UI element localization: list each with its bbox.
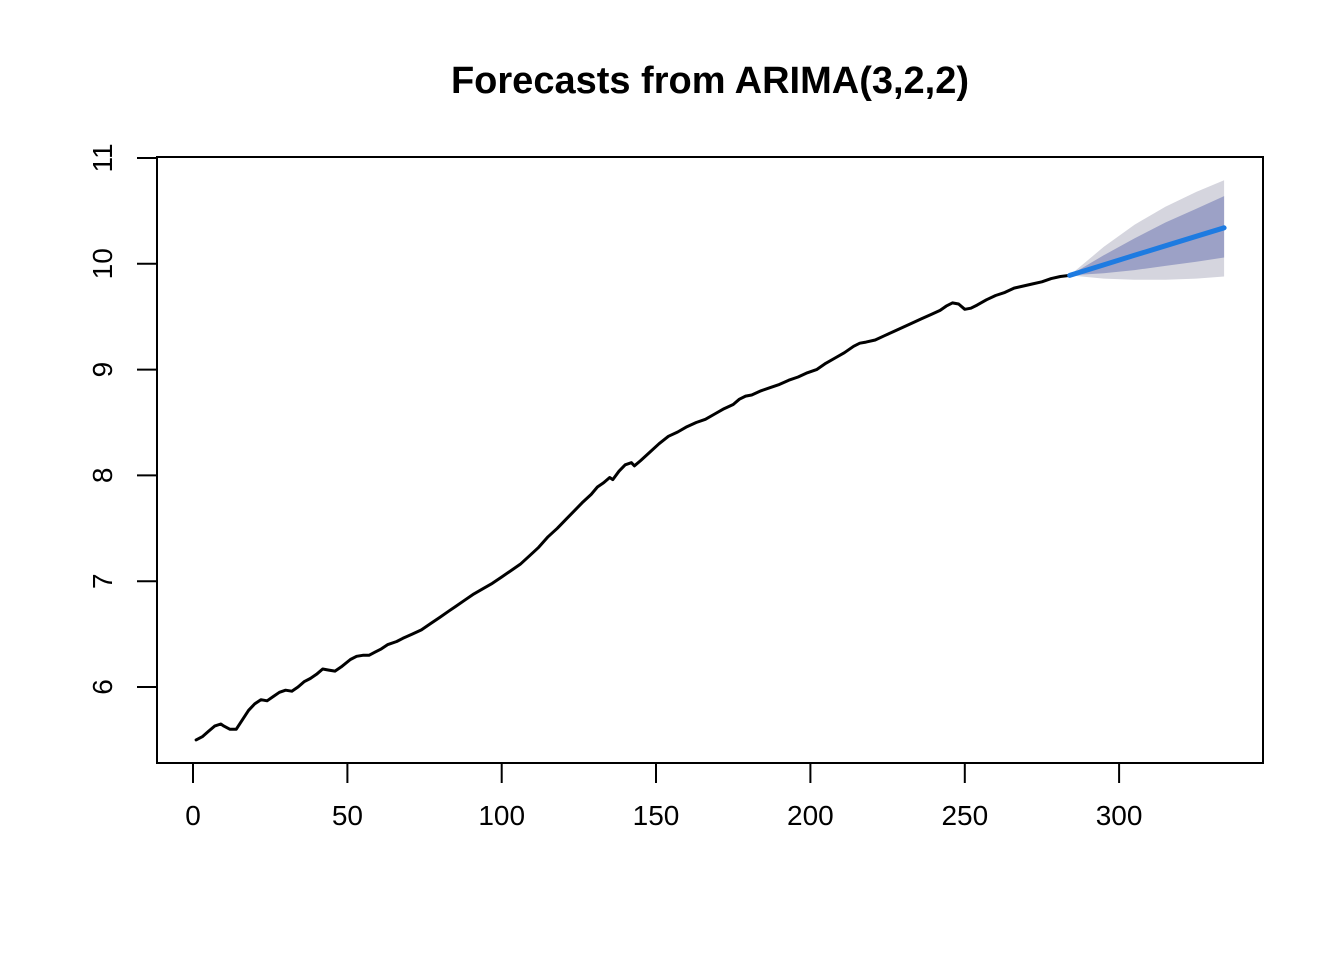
series-layer xyxy=(194,225,1227,742)
x-axis-tick-label: 0 xyxy=(185,800,201,831)
y-axis-tick-label: 6 xyxy=(87,679,118,695)
x-axis-tick-label: 300 xyxy=(1096,800,1143,831)
x-axis-tick-label: 50 xyxy=(332,800,363,831)
y-axis-tick-label: 10 xyxy=(87,248,118,279)
y-axis-tick-label: 7 xyxy=(87,573,118,589)
chart-title: Forecasts from ARIMA(3,2,2) xyxy=(451,60,969,102)
confidence-bands-layer xyxy=(1069,180,1225,280)
x-axis-tick-label: 150 xyxy=(633,800,680,831)
series-forecast-mean-line xyxy=(1067,225,1227,278)
y-axis-tick-label: 9 xyxy=(87,362,118,378)
plot-box xyxy=(156,156,1264,764)
x-axis-tick-label: 250 xyxy=(941,800,988,831)
x-axis-tick-label: 100 xyxy=(478,800,525,831)
band-80-percent-interval xyxy=(1069,196,1225,276)
y-axis-tick-label: 8 xyxy=(87,468,118,484)
axes-layer: 0 50 100 150 200 250 300 6 7 8 9 10 11 xyxy=(87,143,1264,831)
y-axis-tick-label: 11 xyxy=(87,143,118,172)
series-observed-line xyxy=(194,273,1072,742)
x-axis-tick-label: 200 xyxy=(787,800,834,831)
